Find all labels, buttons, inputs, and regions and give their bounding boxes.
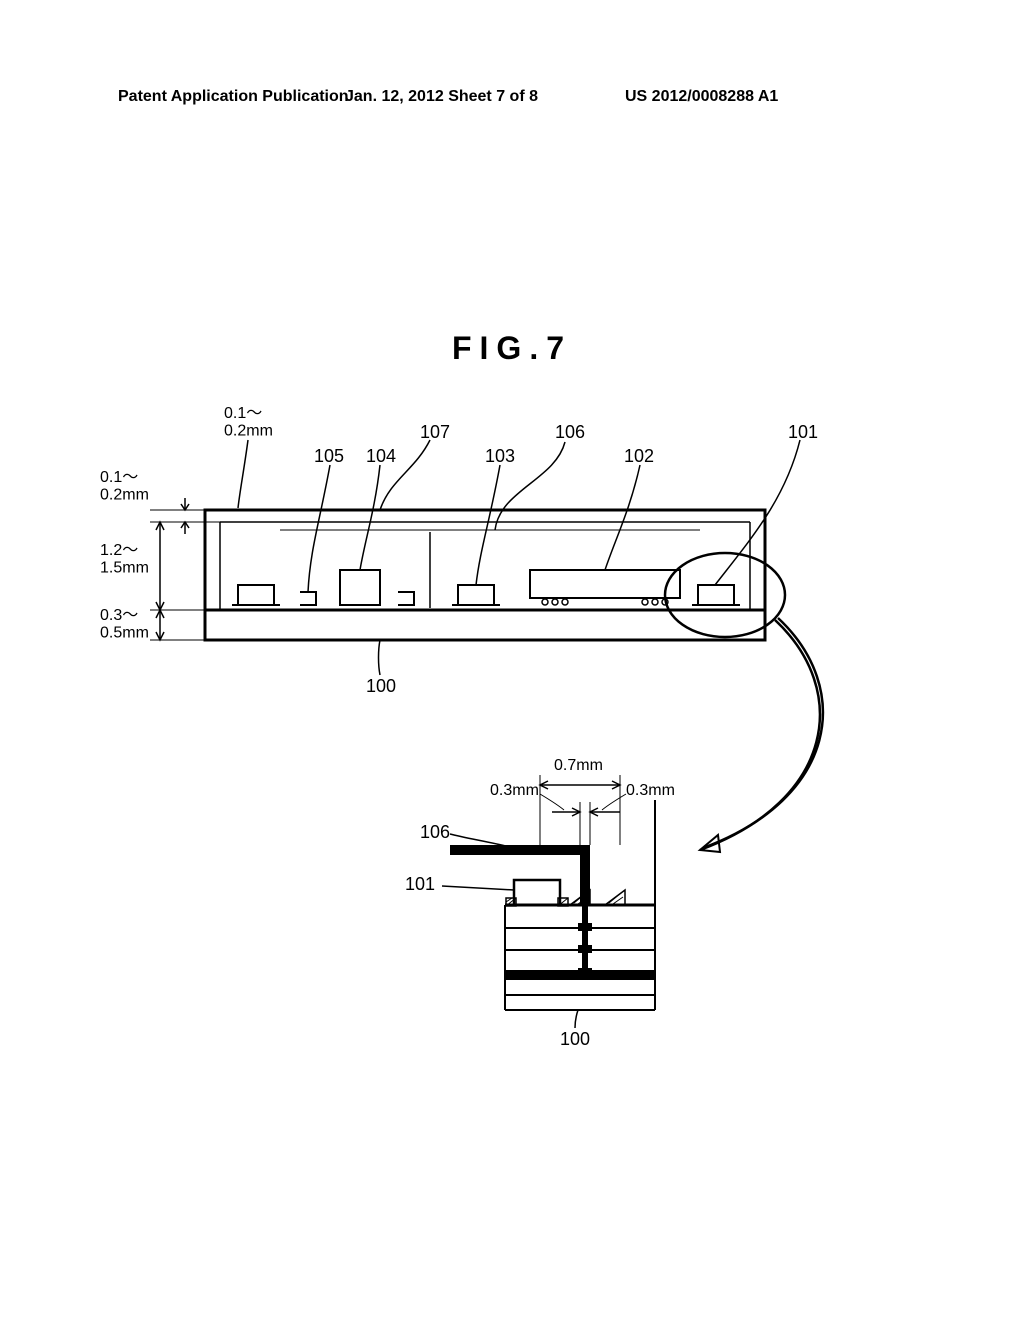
detail-view: 0.7mm 0.3mm 0.3mm 106 <box>405 757 675 1049</box>
ref-105: 105 <box>314 446 344 466</box>
header-center: Jan. 12, 2012 Sheet 7 of 8 <box>345 88 538 106</box>
patent-figure-svg: 107 106 105 104 103 102 101 100 0.1～0.2m… <box>0 370 1024 1070</box>
ref-103: 103 <box>485 446 515 466</box>
detail-dim-0-3-left: 0.3mm <box>490 782 539 799</box>
ref-107: 107 <box>420 422 450 442</box>
ref-101: 101 <box>788 422 818 442</box>
top-cross-section: 107 106 105 104 103 102 101 100 0.1～0.2m… <box>100 405 823 852</box>
ref-104: 104 <box>366 446 396 466</box>
detail-ref-106: 106 <box>420 822 450 842</box>
dim-base-thickness: 0.3～0.5mm <box>100 607 149 642</box>
detail-dim-0-3-right: 0.3mm <box>626 782 675 799</box>
dim-cavity-height: 1.2～1.5mm <box>100 542 149 577</box>
figure-title: FIG.7 <box>0 330 1024 367</box>
header-right: US 2012/0008288 A1 <box>625 88 778 106</box>
header-left: Patent Application Publication <box>118 88 349 106</box>
dim-top-thickness: 0.1～0.2mm <box>224 405 273 440</box>
ref-100: 100 <box>366 676 396 696</box>
ref-106: 106 <box>555 422 585 442</box>
detail-ref-101: 101 <box>405 874 435 894</box>
detail-ref-100: 100 <box>560 1029 590 1049</box>
diagram-area: 107 106 105 104 103 102 101 100 0.1～0.2m… <box>0 370 1024 1070</box>
dim-side-thickness: 0.1～0.2mm <box>100 469 149 504</box>
ref-102: 102 <box>624 446 654 466</box>
detail-dim-0-7: 0.7mm <box>554 757 603 774</box>
